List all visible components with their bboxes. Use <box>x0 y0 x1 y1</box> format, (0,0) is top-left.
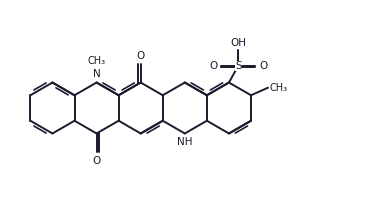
Text: O: O <box>209 60 217 71</box>
Text: S: S <box>235 60 242 71</box>
Text: O: O <box>92 156 101 166</box>
Text: O: O <box>137 51 145 61</box>
Text: NH: NH <box>177 137 193 147</box>
Text: CH₃: CH₃ <box>270 83 288 93</box>
Text: CH₃: CH₃ <box>87 57 106 67</box>
Text: N: N <box>93 69 101 79</box>
Text: OH: OH <box>230 38 247 48</box>
Text: O: O <box>259 60 267 71</box>
